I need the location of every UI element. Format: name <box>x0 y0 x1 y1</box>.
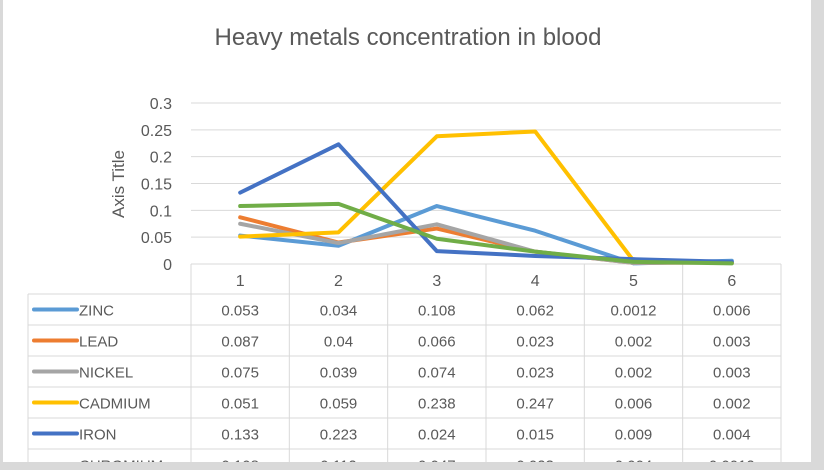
legend-label: IRON <box>79 427 117 444</box>
data-table-cell: 0.108 <box>221 458 259 463</box>
data-table-cell: 0.0012 <box>611 303 657 320</box>
data-table-cell: 0.039 <box>320 365 358 382</box>
data-table-cell: 0.087 <box>221 334 259 351</box>
data-table-cell: 0.004 <box>615 458 653 463</box>
data-table-cell: 0.023 <box>516 365 554 382</box>
x-tick-label: 2 <box>334 273 343 290</box>
data-table-cell: 0.059 <box>320 396 358 413</box>
x-tick-label: 5 <box>629 273 638 290</box>
data-table-cell: 0.006 <box>615 396 653 413</box>
legend-label: ZINC <box>79 303 114 320</box>
data-table-cell: 0.053 <box>221 303 259 320</box>
line-chart: Heavy metals concentration in blood Axis… <box>27 24 782 463</box>
data-table-cell: 0.004 <box>713 427 751 444</box>
y-tick-label: 0.3 <box>150 96 172 113</box>
data-table-cell: 0.002 <box>615 334 653 351</box>
data-table-cell: 0.04 <box>324 334 353 351</box>
data-table-cell: 0.003 <box>713 365 751 382</box>
data-table-cell: 0.034 <box>320 303 358 320</box>
data-table-cell: 0.051 <box>221 396 259 413</box>
data-table-cell: 0.015 <box>516 427 554 444</box>
y-tick-label: 0.1 <box>150 203 172 220</box>
y-tick-label: 0 <box>163 257 172 274</box>
x-tick-label: 6 <box>727 273 736 290</box>
data-table-cell: 0.002 <box>615 365 653 382</box>
legend-label: CADMIUM <box>79 396 151 413</box>
data-table-cell: 0.062 <box>516 303 554 320</box>
series-line-chromium <box>238 201 734 266</box>
data-table-cell: 0.003 <box>713 334 751 351</box>
data-table-cell: 0.009 <box>615 427 653 444</box>
x-tick-label: 3 <box>432 273 441 290</box>
series-line-iron <box>238 142 734 264</box>
data-table-cell: 0.247 <box>516 396 554 413</box>
y-tick-label: 0.05 <box>141 230 172 247</box>
data-table-cell: 0.238 <box>418 396 456 413</box>
legend-label: CHROMIUM <box>79 458 163 463</box>
y-tick-label: 0.2 <box>150 150 172 167</box>
legend-label: NICKEL <box>79 365 133 382</box>
data-table-cell: 0.002 <box>713 396 751 413</box>
data-table-cell: 0.023 <box>516 458 554 463</box>
data-table-cell: 0.006 <box>713 303 751 320</box>
data-table-cell: 0.133 <box>221 427 259 444</box>
data-table-cell: 0.112 <box>320 458 356 463</box>
data-table-cell: 0.023 <box>516 334 554 351</box>
data-table-cell: 0.066 <box>418 334 456 351</box>
y-axis-title: Axis Title <box>109 150 128 218</box>
data-table-cell: 0.074 <box>418 365 456 382</box>
chart-title: Heavy metals concentration in blood <box>215 24 602 51</box>
data-table-cell: 0.047 <box>418 458 456 463</box>
legend-label: LEAD <box>79 334 118 351</box>
data-table-cell: 0.223 <box>320 427 358 444</box>
y-tick-label: 0.15 <box>141 177 172 194</box>
data-table-cell: 0.0012 <box>709 458 755 463</box>
y-tick-label: 0.25 <box>141 123 172 140</box>
x-tick-label: 1 <box>236 273 245 290</box>
data-table-cell: 0.108 <box>418 303 456 320</box>
x-tick-label: 4 <box>531 273 540 290</box>
data-table-cell: 0.075 <box>221 365 259 382</box>
chart-frame: Heavy metals concentration in blood Axis… <box>3 0 811 462</box>
data-table-cell: 0.024 <box>418 427 456 444</box>
